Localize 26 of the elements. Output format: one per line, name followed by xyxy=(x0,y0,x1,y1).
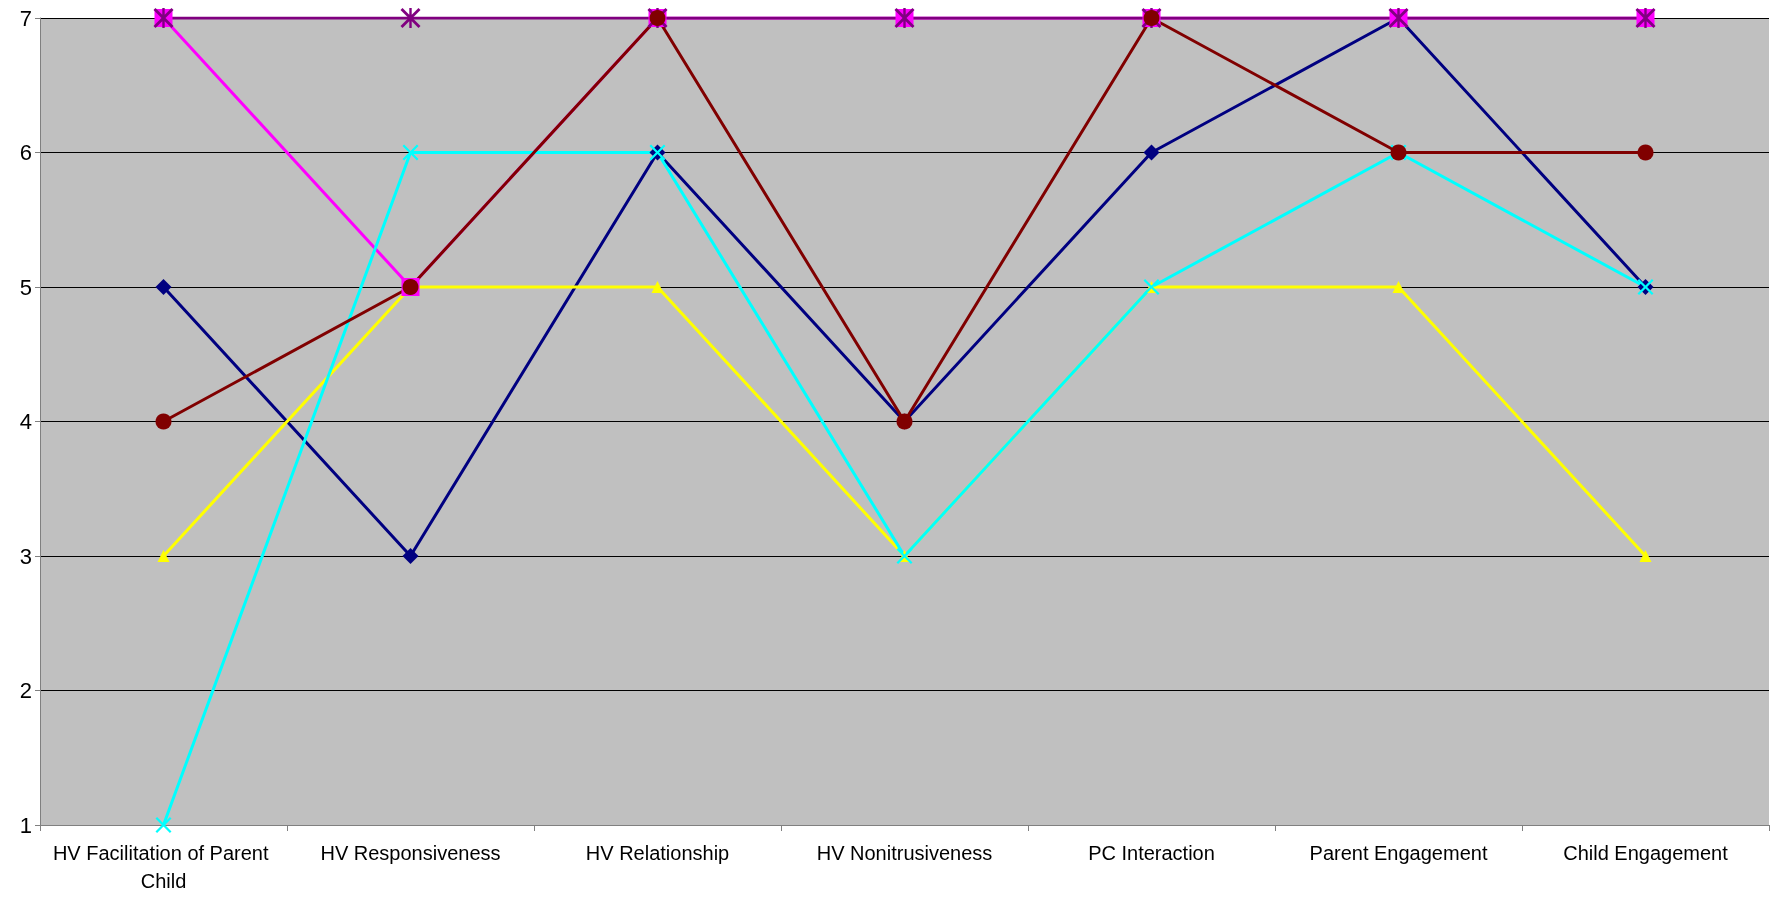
point xyxy=(1392,281,1405,293)
x-tick-label: HV Relationship xyxy=(585,842,730,864)
point xyxy=(155,279,172,295)
point xyxy=(155,817,172,833)
point xyxy=(155,413,172,430)
y-tick-label: 4 xyxy=(19,409,32,434)
x-tick-label: HV Facilitation of Parent Child xyxy=(52,842,275,892)
x-tick-label: HV Nonitrusiveness xyxy=(816,842,993,864)
y-tick-label: 5 xyxy=(19,274,32,300)
point xyxy=(400,8,421,28)
point xyxy=(157,550,170,562)
point xyxy=(402,144,419,161)
point xyxy=(1637,144,1654,161)
point xyxy=(402,548,419,564)
x-tick-label: HV Responsiveness xyxy=(320,842,501,864)
y-tick-label: 7 xyxy=(19,5,32,31)
y-tick-label: 3 xyxy=(19,543,32,569)
point xyxy=(1143,144,1160,161)
x-tick-label: PC Interaction xyxy=(1088,842,1215,864)
y-tick-label: 6 xyxy=(19,140,32,165)
y-tick-label: 2 xyxy=(19,678,32,703)
point xyxy=(651,281,664,293)
point xyxy=(1639,550,1652,562)
x-tick-label: Parent Engagement xyxy=(1309,842,1488,864)
y-tick-label: 1 xyxy=(19,812,32,838)
x-tick-label: Child Engagement xyxy=(1563,842,1729,864)
